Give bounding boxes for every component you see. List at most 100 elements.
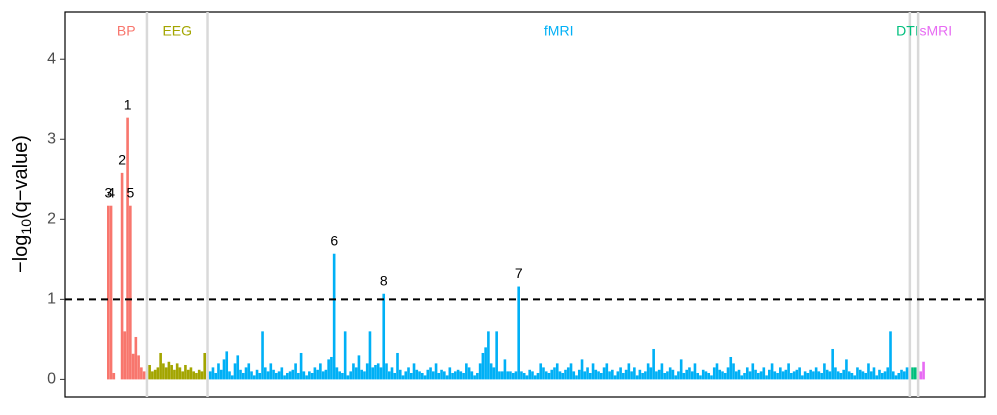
bar	[313, 367, 317, 380]
bar	[605, 363, 609, 380]
bar	[732, 363, 735, 380]
bar	[831, 348, 834, 380]
bar	[814, 367, 818, 380]
bar	[286, 372, 289, 380]
bar	[657, 369, 661, 380]
bar	[275, 372, 278, 380]
bar	[575, 375, 578, 380]
bar	[192, 371, 195, 380]
bar	[404, 371, 408, 380]
y-label-prefix: −log	[10, 235, 32, 273]
bar	[186, 369, 190, 380]
bar	[600, 372, 603, 380]
bar	[291, 369, 295, 380]
bar	[674, 375, 677, 380]
bar	[299, 352, 303, 380]
bar	[864, 372, 868, 380]
bar	[825, 369, 829, 380]
group-label: EEG	[162, 23, 192, 39]
bar	[379, 367, 383, 380]
bar	[476, 372, 479, 380]
bar	[652, 348, 655, 380]
bar	[252, 375, 256, 380]
bar	[858, 369, 862, 380]
bar	[737, 369, 741, 380]
bar	[131, 353, 135, 380]
bar	[272, 369, 275, 380]
bar	[376, 363, 380, 380]
bar	[280, 367, 284, 380]
bar	[564, 369, 567, 380]
bar	[288, 371, 292, 380]
bar	[710, 375, 713, 380]
bar	[668, 367, 672, 380]
bar	[688, 367, 691, 380]
bar	[894, 375, 898, 380]
bar	[500, 371, 504, 380]
bar	[217, 363, 220, 380]
bar	[393, 372, 397, 380]
bar	[167, 361, 171, 380]
bar	[390, 367, 394, 380]
bar	[834, 367, 837, 380]
bar	[465, 363, 468, 380]
y-axis-label: −log10(q−value)	[10, 135, 33, 273]
bar	[696, 372, 700, 380]
bar	[208, 371, 212, 380]
bar	[443, 371, 446, 380]
bar	[812, 371, 815, 380]
bar	[586, 367, 589, 380]
bar	[343, 331, 347, 380]
bar	[522, 372, 526, 380]
bar	[503, 359, 507, 380]
bar	[745, 367, 749, 380]
bar	[597, 371, 600, 380]
bar	[120, 172, 124, 380]
bar	[401, 375, 405, 380]
bar	[649, 367, 653, 380]
bar	[305, 375, 308, 380]
bar	[478, 363, 482, 380]
bar	[382, 293, 386, 380]
bar	[134, 336, 138, 380]
bar	[434, 363, 438, 380]
plot-frame	[64, 11, 986, 398]
bar	[489, 363, 493, 380]
bar	[762, 367, 766, 380]
bar	[809, 369, 812, 380]
bar	[707, 372, 711, 380]
bar	[847, 371, 851, 380]
bar	[630, 371, 633, 380]
group-label: fMRI	[544, 23, 574, 39]
bar	[644, 371, 647, 380]
bar	[423, 375, 427, 380]
bar	[754, 369, 757, 380]
bar	[880, 372, 884, 380]
bar	[148, 364, 151, 380]
bar	[853, 375, 857, 380]
bar	[883, 371, 887, 380]
bar	[354, 367, 358, 380]
bar	[385, 363, 388, 380]
bar	[765, 375, 768, 380]
bar	[740, 375, 744, 380]
bar	[553, 367, 556, 380]
group-label: DTI	[896, 23, 919, 39]
bar	[170, 364, 173, 380]
bar	[126, 117, 129, 380]
bar	[462, 372, 465, 380]
bar	[729, 356, 733, 380]
bar	[409, 372, 413, 380]
bar	[473, 375, 476, 380]
bar	[721, 371, 724, 380]
bar	[456, 369, 460, 380]
bar	[525, 375, 529, 380]
bar-annotation: 6	[330, 232, 338, 248]
bar	[891, 371, 895, 380]
bar	[897, 372, 901, 380]
bar	[583, 371, 587, 380]
bar	[787, 363, 790, 380]
bar	[269, 363, 273, 380]
bar	[137, 355, 140, 380]
